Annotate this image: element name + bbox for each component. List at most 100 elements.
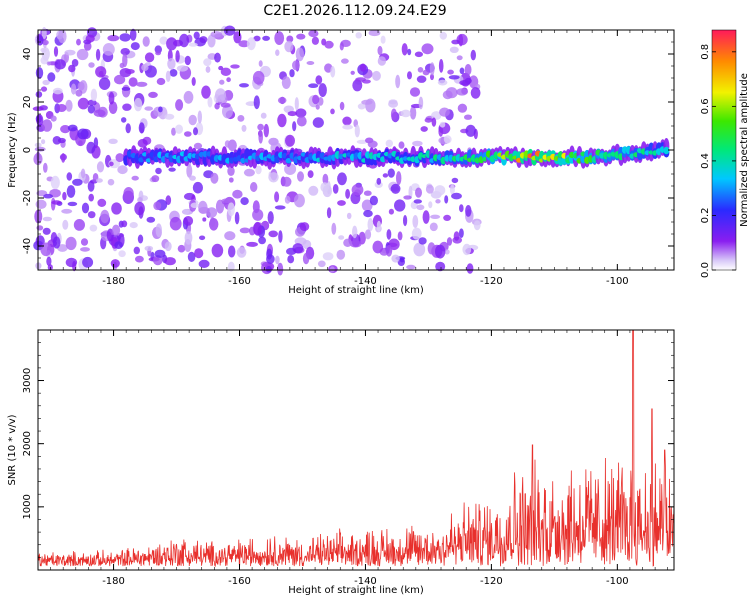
spectrogram-cell: [239, 83, 249, 88]
spectrogram-cell: [52, 87, 63, 95]
spectrogram-cell: [416, 204, 425, 211]
spectrogram-cell: [191, 77, 196, 86]
spectrogram-cell: [274, 191, 280, 203]
spectrogram-cell: [451, 192, 462, 200]
spectrogram-cell: [320, 182, 330, 193]
spectrogram-cell: [437, 79, 448, 86]
spectrogram-cell: [401, 43, 408, 56]
spectrogram-cell: [215, 199, 225, 214]
spectrogram-cell: [394, 199, 406, 212]
snr-x-tick-label: -100: [606, 576, 629, 587]
spectrogram-cell: [342, 124, 353, 130]
spectrogram-cell: [41, 139, 46, 145]
spectrogram-cell: [207, 96, 213, 108]
spectrogram-cell: [464, 63, 472, 76]
spectrogram-cell: [76, 48, 89, 61]
spectrogram-cell: [266, 254, 275, 264]
spectrogram-cell: [239, 227, 251, 234]
spectrogram-cell: [95, 48, 101, 61]
spectrogram-cell: [449, 46, 459, 53]
spectrogram-cell: [322, 173, 329, 185]
spectrogram-cell: [52, 236, 61, 249]
colorbar-tick-label: 0.0: [700, 262, 711, 278]
spectrogram-cell: [364, 229, 372, 240]
spectrogram-cell: [193, 31, 200, 40]
spectrogram-cell: [424, 117, 433, 123]
spectrogram-cell: [268, 230, 279, 238]
spectrogram-cell: [337, 200, 346, 206]
spectrogram-cell: [361, 79, 371, 84]
spectrogram-cell: [376, 177, 382, 185]
spectrogram-cell: [421, 43, 434, 55]
spectrogram-cell: [349, 240, 362, 248]
colorbar-tick-label: 0.4: [700, 153, 711, 169]
spectrogram-cell: [54, 59, 66, 70]
spectrogram-cell: [190, 202, 199, 209]
spectrogram-cell: [56, 104, 67, 112]
spectrogram-cell: [396, 171, 402, 186]
spectrogram-cell: [439, 107, 450, 117]
spectrogram-cell: [420, 126, 428, 132]
colorbar: 0.0 0.2 0.4 0.6 0.8 Normalized spectral ampl…: [700, 29, 750, 278]
spectrogram-cell: [81, 202, 90, 214]
colorbar-label: Normalized spectral amplitude: [739, 73, 750, 227]
spectrogram-cell: [430, 73, 434, 81]
spectrogram-cell: [356, 139, 368, 144]
spectrogram-cell: [176, 65, 189, 72]
spectrogram-cell: [128, 77, 138, 87]
spectrogram-cell: [274, 205, 286, 210]
spectrogram-cell: [215, 88, 226, 102]
spectrogram-cell: [308, 185, 319, 196]
spectrogram-cell: [277, 113, 287, 128]
spectrogram-cell: [429, 222, 438, 232]
spectrogram-cell: [115, 153, 125, 163]
spectrogram-cell: [292, 121, 297, 132]
spectrogram-cell: [86, 141, 96, 154]
spectrogram-cell: [65, 257, 78, 268]
spectrogram-cell: [175, 124, 183, 134]
spectrogram-cell: [169, 69, 178, 77]
spectrogram-cell: [46, 256, 52, 266]
spectrogram-cell: [77, 128, 89, 140]
spectrogram-cell: [189, 175, 196, 181]
spectrogram-cell: [131, 175, 139, 181]
spectrogram-cell: [444, 195, 449, 204]
spectrogram-cell: [457, 103, 468, 113]
spectrogram-x-tick-label: -160: [228, 276, 251, 287]
spectrogram-cell: [199, 235, 206, 241]
spectrogram-cell: [61, 153, 66, 163]
spectrogram-cell: [342, 116, 352, 126]
spectrogram-cell: [315, 104, 320, 110]
snr-y-tick-label: 3000: [22, 368, 33, 393]
spectrogram-cell: [61, 208, 73, 214]
spectrogram-cell: [68, 64, 76, 73]
spectrogram-cell: [144, 245, 154, 252]
spectrogram-cell: [382, 173, 389, 178]
spectrogram-cell: [465, 205, 472, 217]
spectrogram-cell: [462, 243, 472, 256]
spectrogram-cell: [285, 158, 292, 164]
spectrogram-cell: [111, 202, 122, 215]
spectrogram-cell: [406, 264, 416, 270]
spectrogram-cell: [211, 243, 224, 258]
spectrogram-cell: [295, 108, 307, 118]
spectrogram-cell: [107, 178, 115, 186]
spectrogram-cell: [232, 189, 243, 199]
spectrogram-cell: [154, 249, 166, 258]
spectrogram-cell: [443, 135, 452, 144]
spectrogram-cell: [41, 119, 53, 132]
spectrogram-cell: [209, 217, 216, 228]
spectrogram-cell: [243, 168, 255, 177]
spectrogram-cell: [465, 124, 476, 137]
spectrogram-cell: [407, 48, 412, 56]
spectrogram-cell: [57, 137, 66, 144]
spectrogram-cell: [182, 208, 190, 215]
spectrogram-cell: [222, 104, 233, 119]
spectrogram-cell: [46, 61, 52, 66]
spectrogram-cell: [35, 199, 47, 209]
spectrogram-cell: [186, 164, 193, 178]
spectrogram-cell: [470, 87, 481, 99]
spectrogram-x-tick-label: -120: [480, 276, 503, 287]
spectrogram-cell: [96, 161, 105, 173]
spectrogram-cell: [337, 172, 347, 186]
